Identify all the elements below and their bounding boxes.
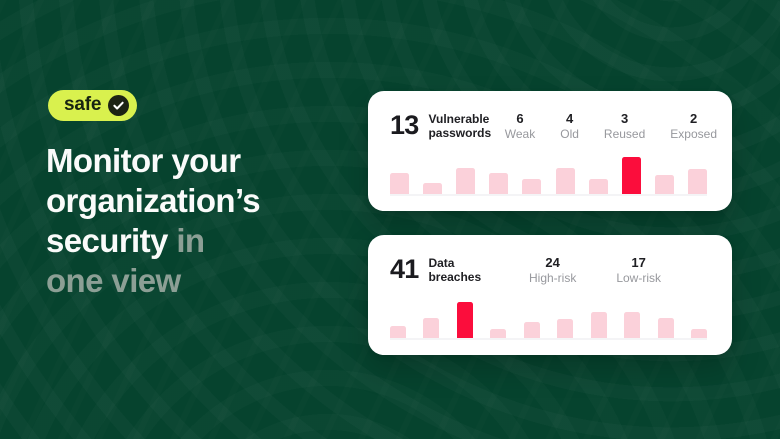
vulnerable-passwords-label: Vulnerable passwords xyxy=(428,112,492,140)
data-breaches-bar-chart xyxy=(390,302,707,340)
stat-exposed: 2 Exposed xyxy=(670,111,717,141)
chart-bar xyxy=(690,329,707,338)
chart-bar xyxy=(390,173,409,194)
vulnerable-passwords-header: 13 Vulnerable passwords 6 Weak 4 Old 3 R… xyxy=(390,110,717,142)
data-breaches-card: 41 Data breaches 24 High-risk 17 Low-ris… xyxy=(368,235,732,355)
vulnerable-passwords-bar-chart xyxy=(390,157,707,196)
chart-bar xyxy=(390,326,406,338)
breach-stats: 24 High-risk 17 Low-risk xyxy=(529,254,661,286)
chart-bar xyxy=(557,319,574,338)
headline-line-3: security in xyxy=(46,221,260,261)
chart-bar xyxy=(588,179,608,194)
chart-bar xyxy=(423,183,443,194)
headline-line-4: one view xyxy=(46,262,181,299)
check-circle-icon xyxy=(108,95,130,116)
chart-bar xyxy=(657,318,674,338)
chart-bar xyxy=(522,179,542,194)
stat-old: 4 Old xyxy=(560,111,579,141)
chart-bar xyxy=(624,312,641,338)
stat-weak: 6 Weak xyxy=(504,111,536,141)
stat-high-risk: 24 High-risk xyxy=(528,255,577,285)
chart-bar xyxy=(423,318,440,338)
chart-bar xyxy=(490,329,507,338)
headline-line-1: Monitor your xyxy=(46,142,241,179)
data-breaches-header: 41 Data breaches 24 High-risk 17 Low-ris… xyxy=(390,254,717,286)
chart-bar xyxy=(654,175,674,194)
password-stats: 6 Weak 4 Old 3 Reused 2 Exposed xyxy=(505,110,717,142)
chart-bar xyxy=(687,169,707,194)
safe-badge: safe xyxy=(48,90,138,121)
highlighted-bar xyxy=(456,302,473,338)
safe-badge-label: safe xyxy=(64,94,102,115)
stat-low-risk: 17 Low-risk xyxy=(616,255,661,285)
chart-bar xyxy=(456,168,476,194)
vulnerable-passwords-count: 13 xyxy=(390,110,419,140)
chart-bar xyxy=(590,312,607,338)
headline: Monitor your organization’s security in … xyxy=(46,141,261,301)
stat-reused: 3 Reused xyxy=(603,111,646,141)
chart-bar xyxy=(489,173,509,194)
chart-bar xyxy=(555,168,575,194)
chart-bar xyxy=(523,322,540,338)
headline-in: in xyxy=(176,222,205,259)
data-breaches-label: Data breaches xyxy=(428,256,482,284)
vulnerable-passwords-card: 13 Vulnerable passwords 6 Weak 4 Old 3 R… xyxy=(368,91,732,211)
headline-security: security xyxy=(46,222,168,259)
headline-line-2: organization’s xyxy=(46,182,261,219)
data-breaches-count: 41 xyxy=(390,254,419,284)
highlighted-bar xyxy=(621,157,641,194)
